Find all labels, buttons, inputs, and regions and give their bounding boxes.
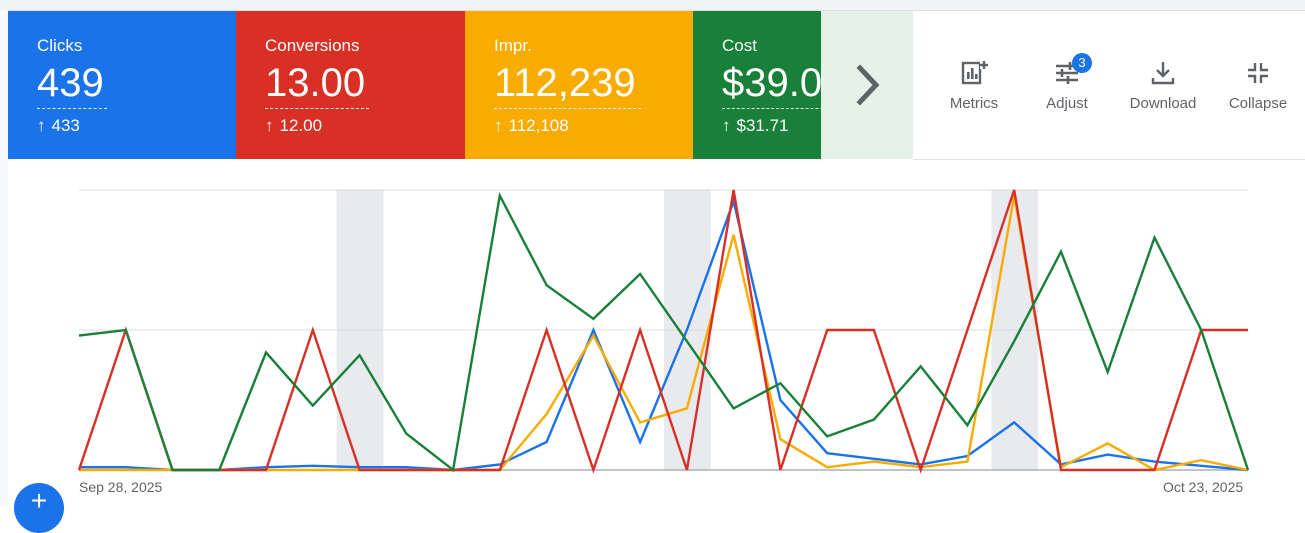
- metric-label: Conversions: [265, 36, 360, 55]
- metric-delta: ↑ 112,108: [494, 116, 569, 136]
- plus-icon: +: [30, 485, 48, 516]
- collapse-label: Collapse: [1228, 95, 1288, 112]
- metric-underline: [722, 108, 822, 109]
- metric-card-impr[interactable]: Impr. 112,239 ↑ 112,108: [465, 11, 693, 159]
- top-divider: [0, 0, 1305, 11]
- download-button[interactable]: Download: [1118, 59, 1208, 112]
- metrics-label: Metrics: [949, 95, 999, 112]
- metric-card-conversions[interactable]: Conversions 13.00 ↑ 12.00: [236, 11, 465, 159]
- metric-card-cost[interactable]: Cost $39.07 ↑ $31.71: [693, 11, 822, 159]
- series-line-conversions: [77, 189, 1248, 474]
- arrow-up-icon: ↑: [265, 116, 274, 135]
- tune-icon: [1056, 62, 1078, 84]
- collapse-button[interactable]: Collapse: [1213, 59, 1303, 112]
- metrics-icon: [961, 61, 988, 85]
- collapse-icon: [1248, 63, 1268, 83]
- chart-toolbar: Metrics Adjust 3 Download Collapse: [913, 11, 1305, 160]
- chevron-right-icon[interactable]: [848, 62, 886, 108]
- metric-delta: ↑ 433: [37, 116, 80, 136]
- adjust-count-badge: 3: [1072, 53, 1092, 73]
- metric-value: 439: [37, 61, 104, 105]
- x-axis-start-label: Sep 28, 2025: [79, 479, 163, 495]
- metric-delta: ↑ $31.71: [722, 116, 789, 136]
- left-margin: [0, 10, 8, 507]
- download-icon: [1151, 62, 1175, 85]
- metric-underline: [37, 108, 107, 109]
- metric-value: 13.00: [265, 61, 366, 105]
- metric-cards: Clicks 439 ↑ 433 Conversions 13.00 ↑ 12.00 Impr.…: [8, 11, 822, 159]
- add-fab-button[interactable]: +: [14, 483, 64, 533]
- metric-underline: [265, 108, 369, 109]
- metric-card-clicks[interactable]: Clicks 439 ↑ 433: [8, 11, 236, 159]
- metric-underline: [494, 108, 641, 109]
- arrow-up-icon: ↑: [494, 116, 503, 135]
- metric-value: 112,239: [494, 61, 636, 105]
- metric-delta-value: 112,108: [508, 116, 569, 135]
- metric-label: Clicks: [37, 36, 83, 55]
- adjust-button[interactable]: Adjust 3: [1022, 53, 1112, 112]
- metric-delta-value: 12.00: [279, 116, 323, 135]
- arrow-up-icon: ↑: [37, 116, 46, 135]
- series-line-clicks: [79, 197, 1249, 472]
- next-metrics-panel[interactable]: [821, 11, 913, 159]
- metric-delta-value: 433: [51, 116, 80, 135]
- x-axis-end-label: Oct 23, 2025: [1163, 479, 1244, 495]
- metric-delta-value: $31.71: [736, 116, 789, 135]
- series-line-cost: [78, 191, 1250, 473]
- metric-value: $39.07: [722, 61, 822, 105]
- metric-label: Cost: [722, 36, 757, 55]
- metrics-button[interactable]: Metrics: [929, 59, 1019, 112]
- download-label: Download: [1129, 95, 1197, 112]
- metric-delta: ↑ 12.00: [265, 116, 322, 136]
- performance-line-chart: [77, 189, 1250, 474]
- series-line-impr: [79, 195, 1249, 472]
- adjust-label: Adjust: [1046, 95, 1088, 112]
- arrow-up-icon: ↑: [722, 116, 731, 135]
- metric-label: Impr.: [494, 36, 532, 55]
